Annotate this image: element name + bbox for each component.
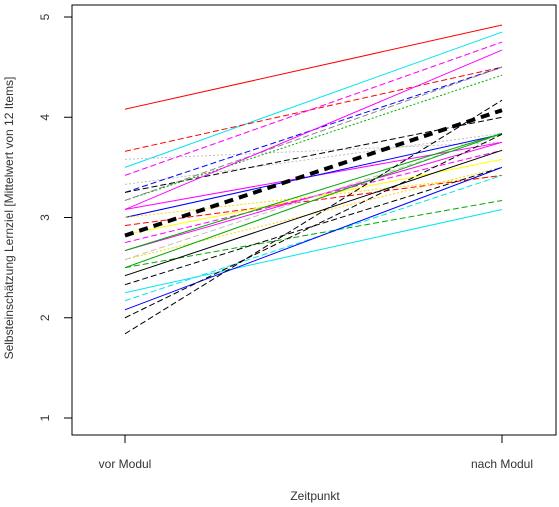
series-line-10: [124, 66, 503, 201]
series-line-11: [124, 49, 503, 210]
series-line-1: [124, 24, 503, 110]
series-line-22: [124, 199, 503, 269]
y-tick-label-2: 2: [38, 314, 52, 321]
series-line-29: [124, 133, 503, 319]
series-line-26: [124, 208, 503, 294]
series-line-30: [124, 99, 503, 335]
series-line-13: [124, 133, 503, 218]
series-line-25: [124, 166, 503, 286]
y-axis-label: Selbsteinschätzung Lernziel [Mittelwert …: [2, 77, 16, 360]
series-line-20: [124, 166, 503, 261]
y-axis: 1 2 3 4 5: [38, 13, 73, 421]
mean-layer: [124, 108, 503, 238]
mean-line: [124, 108, 503, 238]
y-tick-label-5: 5: [38, 13, 52, 20]
series-line-6: [124, 132, 503, 185]
series-layer: [124, 24, 503, 335]
series-line-2: [124, 31, 503, 168]
y-tick-label-4: 4: [38, 114, 52, 121]
series-line-23: [124, 132, 503, 269]
x-axis: vor Modul nach Modul: [99, 434, 533, 471]
series-line-21: [124, 133, 503, 261]
series-line-24: [124, 149, 503, 277]
x-tick-label-1: vor Modul: [99, 457, 152, 471]
plot-frame: [71, 4, 557, 436]
series-line-5: [124, 41, 503, 176]
series-line-19: [124, 132, 503, 252]
y-tick-label-1: 1: [38, 414, 52, 421]
y-tick-label-3: 3: [38, 214, 52, 221]
series-line-28: [124, 166, 503, 311]
x-axis-label: Zeitpunkt: [290, 489, 340, 503]
x-tick-label-2: nach Modul: [471, 457, 533, 471]
series-line-4: [124, 141, 503, 160]
